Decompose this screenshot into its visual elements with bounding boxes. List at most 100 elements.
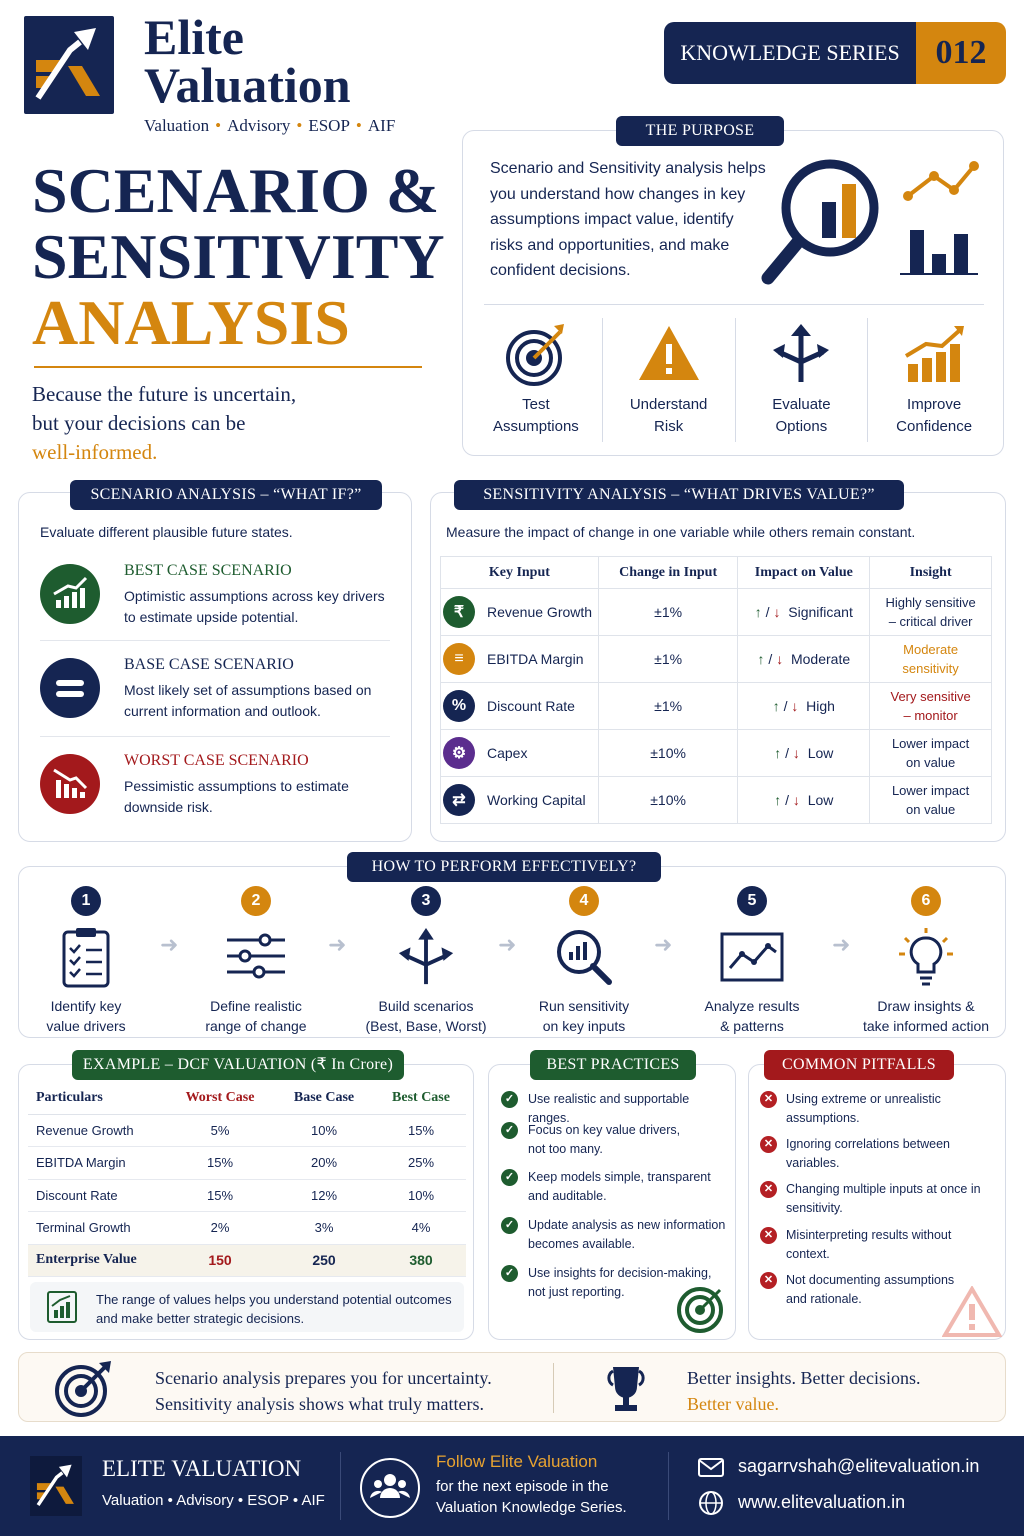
table-row: ≡ EBITDA Margin ±1% ↑ / ↓ Moderate Modera… (440, 635, 992, 683)
split-arrows-icon (773, 324, 830, 382)
best-practices-heading: BEST PRACTICES (530, 1050, 696, 1080)
step-5: 5 Analyze results & patterns (672, 886, 832, 1036)
pitfall-item: Not documenting assumptions and rational… (786, 1273, 955, 1306)
how-heading: HOW TO PERFORM EFFECTIVELY? (347, 852, 661, 882)
target-icon (55, 1361, 111, 1417)
check-icon: ✓ (501, 1265, 518, 1282)
purpose-heading: THE PURPOSE (616, 116, 784, 146)
arrow-right-icon: ➜ (832, 932, 851, 957)
equals-icon (40, 658, 100, 718)
purpose-item-test: Test Assumptions (470, 318, 603, 442)
pitfalls-heading: COMMON PITFALLS (764, 1050, 954, 1080)
col-insight: Insight (869, 556, 992, 589)
warning-icon (638, 326, 699, 380)
banner-divider (553, 1363, 554, 1413)
step-1: 1 Identify key value drivers (6, 886, 166, 1036)
worst-case-desc: Pessimistic assumptions to estimate down… (124, 778, 349, 815)
report-chart-icon (47, 1291, 77, 1323)
bar-chart-down-icon (40, 754, 100, 814)
arrow-right-icon: ➜ (160, 932, 179, 957)
pitfall-item: Ignoring correlations between variables. (786, 1137, 950, 1170)
step-4: 4 Run sensitivity on key inputs (504, 886, 664, 1036)
follow-title: Follow Elite Valuation (436, 1452, 598, 1471)
enterprise-value-row: Enterprise Value 150 250 380 (28, 1244, 466, 1277)
best-case-desc: Optimistic assumptions across key driver… (124, 588, 385, 625)
col-base: Base Case (272, 1082, 376, 1115)
magnifier-chart-icon (760, 154, 986, 295)
col-change: Change in Input (597, 556, 739, 589)
series-number: 012 (916, 22, 1006, 84)
table-row: Discount Rate 15% 12% 10% (28, 1179, 466, 1212)
step-2: 2 Define realistic range of change (176, 886, 336, 1036)
divider (40, 640, 390, 641)
sensitivity-table: Key Input Change in Input Impact on Valu… (440, 556, 992, 824)
table-row: ₹ Revenue Growth ±1% ↑ / ↓ Significant Hi… (440, 588, 992, 636)
globe-icon (699, 1491, 723, 1515)
purpose-icons: Test Assumptions Understand Risk Evaluate O… (470, 318, 1000, 442)
bar-chart-up-icon (40, 564, 100, 624)
dcf-note: The range of values helps you understand… (30, 1282, 464, 1332)
col-worst: Worst Case (168, 1082, 272, 1115)
x-icon: ✕ (760, 1136, 777, 1153)
purpose-text: Scenario and Sensitivity analysis helps … (490, 160, 766, 279)
best-practice-item: Use realistic and supportable ranges. (528, 1092, 690, 1125)
best-practice-item: Update analysis as new information becom… (528, 1218, 726, 1251)
page-title-line2: SENSITIVITY (32, 221, 445, 292)
purpose-divider (484, 304, 984, 305)
x-icon: ✕ (760, 1227, 777, 1244)
percent-icon: % (443, 690, 475, 722)
follow-text: for the next episode in the Valuation Kn… (436, 1478, 627, 1516)
divider (40, 736, 390, 737)
footer-email[interactable]: sagarrvshah@elitevaluation.in (738, 1456, 980, 1476)
pitfall-item: Using extreme or unrealistic assumptions… (786, 1092, 941, 1125)
clipboard-checklist-icon (62, 928, 110, 988)
purpose-item-options: Evaluate Options (736, 318, 869, 442)
x-icon: ✕ (760, 1091, 777, 1108)
best-practices-card (488, 1064, 736, 1340)
best-case-row: BEST CASE SCENARIO Optimistic assumption… (40, 562, 390, 648)
check-icon: ✓ (501, 1091, 518, 1108)
handshake-icon: ⇄ (443, 784, 475, 816)
target-icon (505, 324, 564, 386)
footer-website[interactable]: www.elitevaluation.in (738, 1492, 906, 1512)
worst-case-row: WORST CASE SCENARIO Pessimistic assumpti… (40, 752, 390, 838)
purpose-item-confidence: Improve Confidence (868, 318, 1000, 442)
how-card (18, 866, 1006, 1038)
purpose-item-risk: Understand Risk (603, 318, 736, 442)
best-practice-item: Use insights for decision-making, not ju… (528, 1266, 712, 1299)
check-icon: ✓ (501, 1169, 518, 1186)
pitfall-item: Changing multiple inputs at once in sens… (786, 1182, 981, 1215)
lightbulb-icon (899, 928, 953, 986)
series-label: KNOWLEDGE SERIES (664, 22, 916, 84)
col-best: Best Case (376, 1082, 466, 1115)
best-practice-item: Keep models simple, transparent and audi… (528, 1170, 711, 1203)
sensitivity-heading: SENSITIVITY ANALYSIS – “WHAT DRIVES VALU… (454, 480, 904, 510)
footer-divider (668, 1452, 669, 1520)
sliders-icon (227, 933, 285, 979)
col-key-input: Key Input (440, 556, 599, 589)
dcf-heading: EXAMPLE – DCF VALUATION (₹ In Crore) (72, 1050, 404, 1080)
trophy-icon (607, 1367, 645, 1411)
footer-divider (340, 1452, 341, 1520)
best-practice-item: Focus on key value drivers, not too many… (528, 1123, 681, 1156)
scenario-heading: SCENARIO ANALYSIS – “WHAT IF?” (70, 480, 382, 510)
brand-name-line1: Elite (144, 9, 244, 65)
brand-name-line2: Valuation (144, 57, 351, 113)
step-3: 3 Build scenarios (Best, Base, Worst) (346, 886, 506, 1036)
arrow-right-icon: ➜ (328, 932, 347, 957)
scenario-intro: Evaluate different plausible future stat… (40, 524, 293, 540)
table-row: ⚙ Capex ±10% ↑ / ↓ Low Lower impact on val… (440, 729, 992, 777)
email-icon (698, 1458, 724, 1477)
footer: ELITE VALUATION Valuation • Advisory • E… (0, 1436, 1024, 1536)
summary-banner: Scenario analysis prepares you for uncer… (18, 1352, 1006, 1422)
base-case-desc: Most likely set of assumptions based on … (124, 682, 372, 719)
split-arrows-icon (398, 927, 454, 985)
page-title-line3: ANALYSIS (32, 287, 350, 358)
col-particulars: Particulars (28, 1082, 168, 1115)
knowledge-series-badge: KNOWLEDGE SERIES 012 (664, 22, 1006, 84)
check-icon: ✓ (501, 1122, 518, 1139)
rupee-icon: ₹ (443, 596, 475, 628)
table-row: Revenue Growth 5% 10% 15% (28, 1114, 466, 1147)
x-icon: ✕ (760, 1181, 777, 1198)
base-case-title: BASE CASE SCENARIO (124, 656, 294, 673)
